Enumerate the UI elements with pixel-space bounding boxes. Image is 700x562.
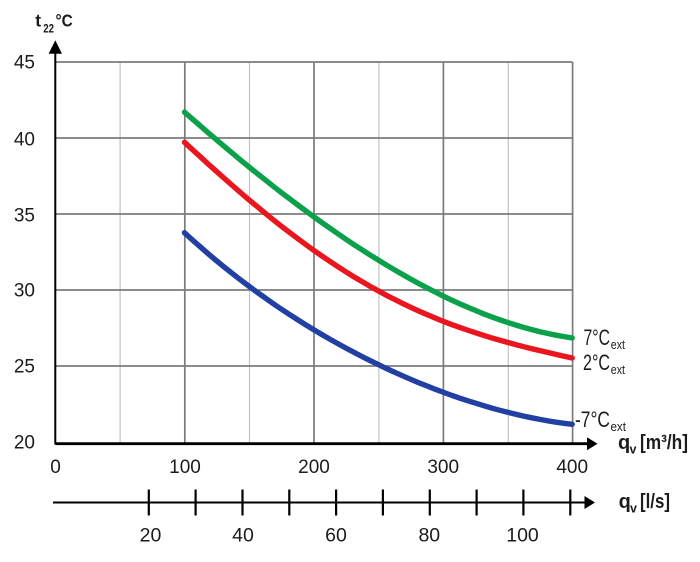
svg-text:400: 400 [556, 457, 588, 478]
svg-text:ext: ext [611, 362, 626, 377]
svg-text:-7°C: -7°C [575, 407, 610, 432]
svg-text:q: q [619, 491, 631, 513]
svg-text:25: 25 [14, 357, 35, 378]
svg-text:t: t [35, 10, 41, 30]
svg-text:22: 22 [43, 23, 54, 35]
svg-text:7°C: 7°C [584, 325, 611, 350]
svg-text:40: 40 [14, 129, 35, 150]
svg-text:2°C: 2°C [583, 350, 610, 375]
svg-text:60: 60 [325, 525, 347, 547]
svg-text:v: v [630, 443, 637, 457]
svg-text:80: 80 [418, 525, 440, 547]
svg-text:20: 20 [140, 525, 162, 547]
svg-text:ext: ext [611, 419, 627, 434]
svg-text:35: 35 [14, 205, 35, 226]
svg-text:20: 20 [14, 433, 35, 454]
svg-text:v: v [630, 502, 637, 516]
svg-text:0: 0 [50, 457, 61, 478]
svg-text:30: 30 [14, 281, 35, 302]
svg-text:°C: °C [56, 11, 74, 31]
svg-text:100: 100 [506, 525, 539, 547]
svg-text:[m³/h]: [m³/h] [640, 432, 688, 454]
svg-text:40: 40 [232, 525, 254, 547]
svg-text:ext: ext [611, 337, 626, 352]
svg-text:q: q [618, 432, 630, 454]
svg-text:45: 45 [14, 52, 35, 73]
svg-text:[l/s]: [l/s] [640, 491, 670, 513]
svg-text:100: 100 [169, 457, 201, 478]
svg-text:200: 200 [298, 457, 330, 478]
svg-text:300: 300 [427, 457, 459, 478]
